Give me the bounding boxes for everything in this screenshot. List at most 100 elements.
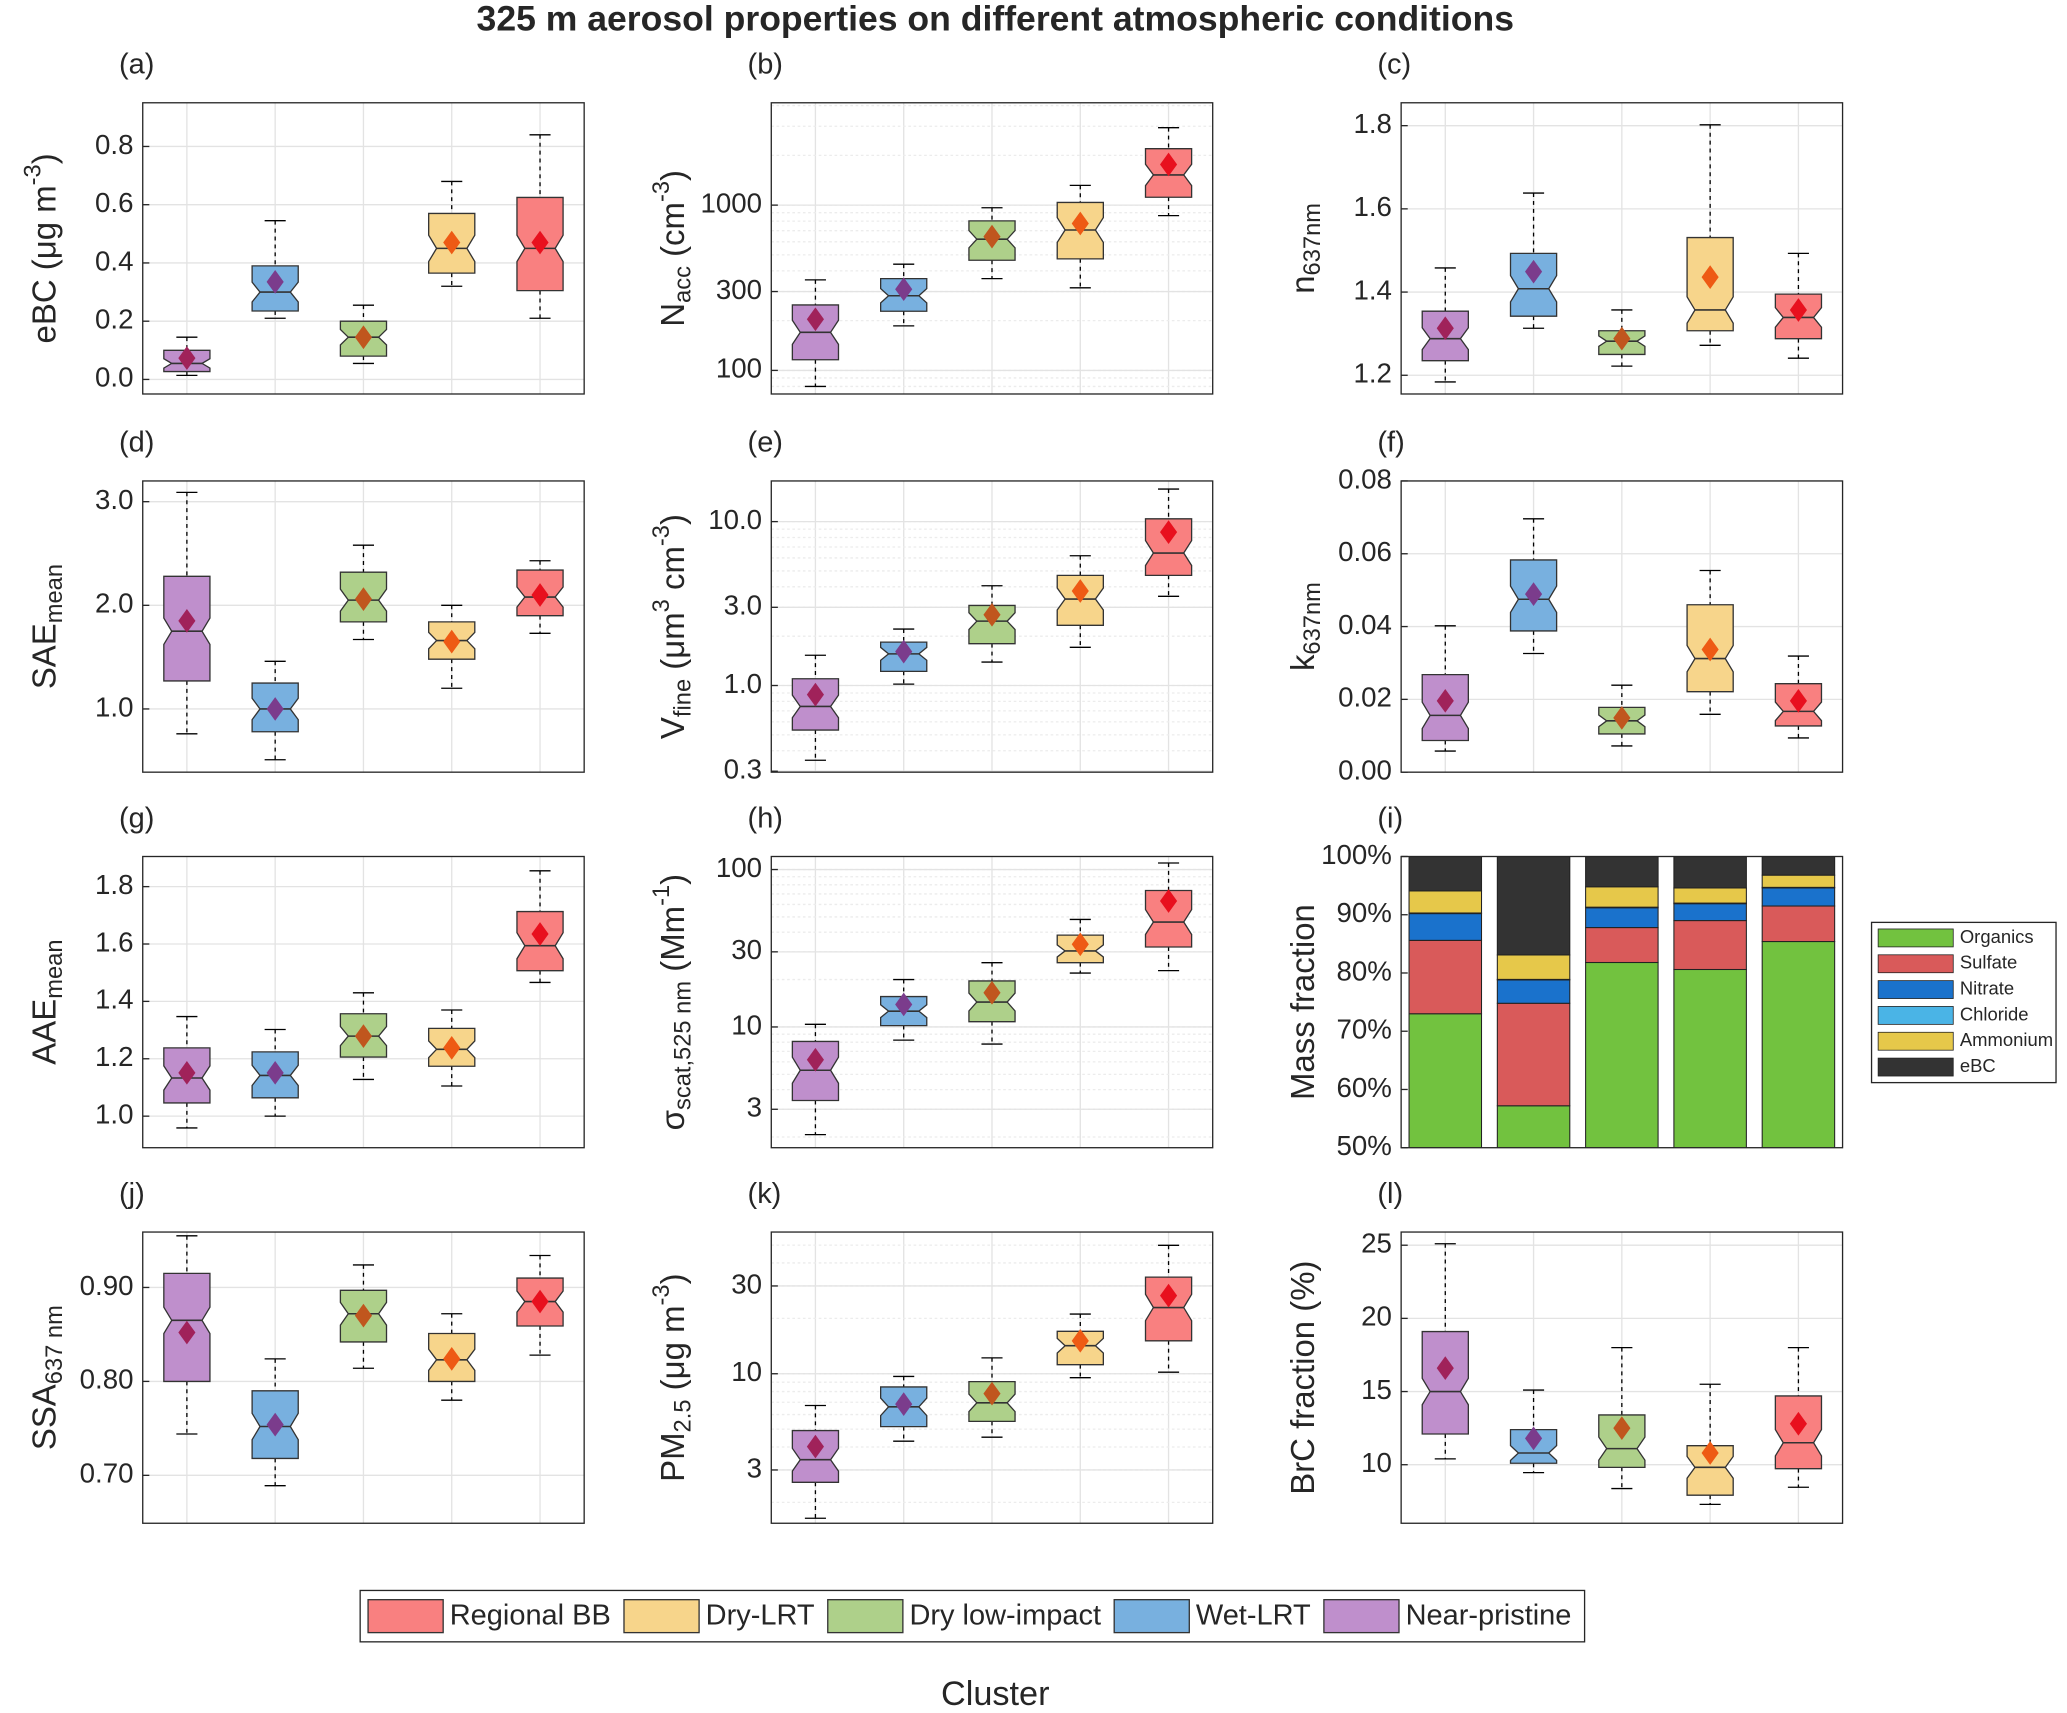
mean-marker	[266, 1412, 284, 1437]
y-tick-label: 100	[716, 852, 762, 883]
y-axis-label-part: 2.5	[671, 1399, 697, 1432]
mean-marker	[1159, 520, 1178, 544]
axes-frame	[142, 480, 585, 773]
bar-segment	[1496, 856, 1571, 956]
y-axis-label-part: mean	[42, 939, 68, 998]
mean-marker	[443, 230, 461, 255]
figure-title: 325 m aerosol properties on different at…	[477, 0, 1514, 38]
y-tick-label: 1000	[701, 187, 763, 218]
box	[1144, 1276, 1193, 1342]
y-axis-label-part: N	[654, 303, 691, 327]
y-axis-label-part: BrC fraction (%)	[1284, 1261, 1321, 1495]
y-tick-label: 0.90	[80, 1270, 134, 1301]
y-tick-label: 0.06	[1338, 536, 1392, 567]
y-tick-label: 1.8	[95, 869, 133, 900]
axes-frame	[142, 102, 585, 395]
y-tick-label: 10	[731, 1009, 762, 1040]
marks	[163, 870, 564, 1129]
mean-marker	[1789, 688, 1807, 713]
y-tick-label: 1.2	[1353, 358, 1391, 389]
y-axis-label-part: -3	[649, 525, 675, 546]
y-tick-label: 3	[747, 1452, 762, 1483]
mean-marker	[983, 1381, 1001, 1406]
legend-swatch	[1323, 1599, 1400, 1634]
mean-marker	[443, 1036, 461, 1060]
legend-swatch	[1877, 1057, 1954, 1077]
mean-marker	[178, 1320, 196, 1345]
legend-label: Regional BB	[450, 1599, 611, 1631]
legend-swatch	[1877, 1006, 1954, 1025]
y-tick-label: 0.80	[80, 1364, 134, 1395]
mean-marker	[895, 992, 913, 1017]
y-axis-label: n637nm	[1284, 203, 1327, 294]
panel-label: (j)	[119, 1178, 145, 1210]
legend-label: Organics	[1960, 926, 2034, 947]
bar-segment	[1585, 886, 1659, 908]
y-axis-label-part: SSA	[25, 1384, 62, 1450]
bar-segment	[1761, 887, 1836, 907]
y-axis-label: Mass fraction	[1284, 904, 1321, 1100]
panel-label: (i)	[1377, 802, 1403, 834]
y-tick-label: 10	[1361, 1447, 1392, 1478]
box	[1421, 1330, 1469, 1435]
axes-frame	[1400, 855, 1844, 1149]
y-axis-label-part: Mass fraction	[1284, 904, 1321, 1100]
marks	[791, 488, 1193, 761]
y-tick-label: 100%	[1321, 839, 1392, 870]
mean-marker	[354, 1024, 373, 1048]
y-tick-label: 300	[716, 274, 762, 305]
bar-segment	[1496, 1002, 1571, 1107]
y-axis-label-part: k	[1284, 654, 1321, 671]
panel: (k) PM2.5 (μg m-3) 3 10 30	[649, 1178, 1214, 1524]
y-axis-label-part: n	[1284, 275, 1321, 293]
y-axis-label-part: )	[654, 874, 691, 885]
y-tick-label: 1.4	[1353, 274, 1391, 305]
axes-frame	[1400, 102, 1844, 395]
y-axis-label-part: -3	[649, 1284, 675, 1305]
legend-label: Chloride	[1960, 1003, 2029, 1024]
bar-segment	[1585, 907, 1659, 929]
bar-segment	[1761, 874, 1836, 888]
mean-marker	[178, 1060, 196, 1085]
marks	[1421, 518, 1823, 752]
y-tick-label: 3.0	[724, 590, 762, 621]
mean-marker	[1071, 932, 1089, 957]
mean-marker	[178, 346, 196, 371]
y-tick-label: 1.6	[95, 926, 133, 957]
panel: (d) SAEmean 1.0 2.0 3.0	[25, 427, 585, 773]
marks	[1421, 1243, 1823, 1506]
box	[1144, 889, 1193, 948]
box	[1144, 518, 1193, 577]
legend-swatch	[1877, 1031, 1954, 1051]
panel: (j) SSA637 nm 0.70 0.80 0.90	[25, 1178, 585, 1524]
mean-marker	[1524, 582, 1543, 607]
y-tick-label: 90%	[1337, 897, 1392, 928]
axes-frame	[770, 1231, 1214, 1524]
bar-segment	[1673, 856, 1747, 889]
legend-swatch	[623, 1599, 700, 1634]
bar-segment	[1408, 890, 1483, 914]
marks	[1408, 856, 1836, 1148]
mean-marker	[1789, 298, 1807, 322]
y-tick-label: 15	[1361, 1374, 1392, 1405]
y-tick-label: 0.2	[95, 304, 133, 335]
marks	[1421, 124, 1823, 383]
mean-marker	[1071, 211, 1089, 236]
panel: (h) σscat,525 nm (Mm-1) 3 10 30 100	[649, 802, 1214, 1149]
axes-frame	[770, 480, 1214, 773]
y-tick-label: 70%	[1337, 1014, 1392, 1045]
marks	[791, 1244, 1193, 1519]
y-tick-label: 1.4	[95, 984, 133, 1015]
y-tick-label: 1.0	[95, 691, 133, 722]
y-axis-label: Vfine (μm3 cm-3)	[649, 514, 696, 739]
y-tick-label: 3	[747, 1092, 762, 1123]
mean-marker	[983, 980, 1001, 1005]
y-axis-label-part: scat,525 nm	[671, 981, 697, 1110]
y-axis-label-part: )	[654, 1273, 691, 1284]
y-tick-label: 25	[1361, 1228, 1392, 1259]
cluster-legend: Regional BB Dry-LRT Dry low-impact Wet-LRT N…	[359, 1589, 1586, 1643]
box	[1686, 1445, 1734, 1496]
y-axis-label-part: cm	[654, 546, 691, 599]
mean-marker	[1071, 579, 1089, 603]
